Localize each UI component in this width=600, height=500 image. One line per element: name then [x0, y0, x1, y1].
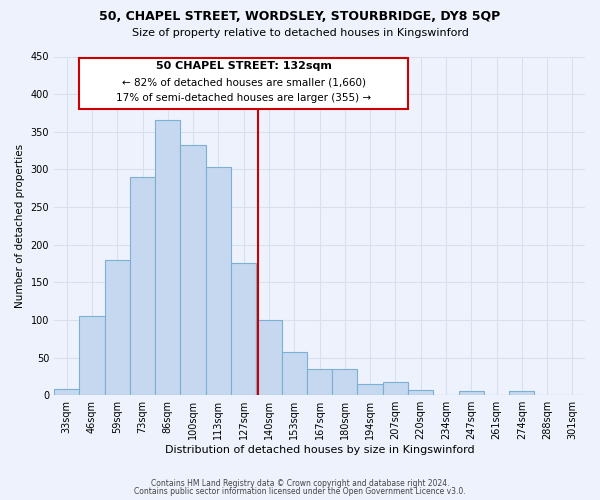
Bar	[358, 384, 383, 395]
Text: Contains public sector information licensed under the Open Government Licence v3: Contains public sector information licen…	[134, 487, 466, 496]
Text: 17% of semi-detached houses are larger (355) →: 17% of semi-detached houses are larger (…	[116, 93, 371, 103]
Text: 50, CHAPEL STREET, WORDSLEY, STOURBRIDGE, DY8 5QP: 50, CHAPEL STREET, WORDSLEY, STOURBRIDGE…	[100, 10, 500, 23]
Bar	[206, 167, 231, 395]
Y-axis label: Number of detached properties: Number of detached properties	[15, 144, 25, 308]
Bar	[256, 320, 281, 395]
Bar	[79, 316, 104, 395]
Bar	[155, 120, 181, 395]
Text: 50 CHAPEL STREET: 132sqm: 50 CHAPEL STREET: 132sqm	[156, 62, 332, 72]
Bar	[307, 369, 332, 395]
Text: Contains HM Land Registry data © Crown copyright and database right 2024.: Contains HM Land Registry data © Crown c…	[151, 478, 449, 488]
Bar	[509, 392, 535, 395]
Bar	[130, 177, 155, 395]
Bar	[383, 382, 408, 395]
Text: ← 82% of detached houses are smaller (1,660): ← 82% of detached houses are smaller (1,…	[122, 77, 365, 87]
FancyBboxPatch shape	[79, 58, 408, 109]
Bar	[458, 392, 484, 395]
Bar	[408, 390, 433, 395]
Bar	[231, 264, 256, 395]
Bar	[181, 144, 206, 395]
Bar	[54, 389, 79, 395]
X-axis label: Distribution of detached houses by size in Kingswinford: Distribution of detached houses by size …	[165, 445, 475, 455]
Text: Size of property relative to detached houses in Kingswinford: Size of property relative to detached ho…	[131, 28, 469, 38]
Bar	[332, 369, 358, 395]
Bar	[281, 352, 307, 395]
Bar	[104, 260, 130, 395]
